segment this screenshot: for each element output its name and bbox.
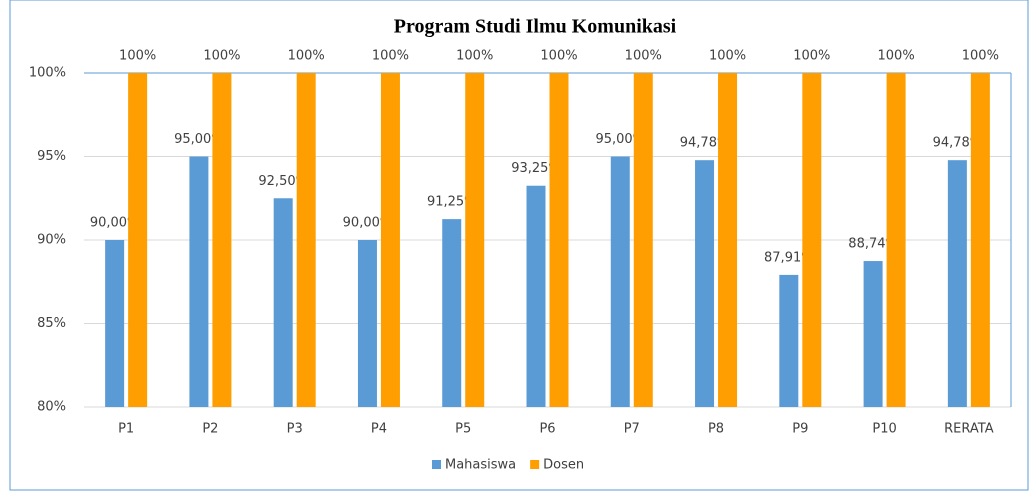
x-tick-label: P6 (539, 422, 555, 437)
bar (296, 73, 316, 407)
data-label: 100% (793, 49, 830, 64)
data-label: 100% (540, 49, 577, 64)
bar (779, 274, 799, 407)
x-tick-label: P10 (872, 422, 896, 437)
data-label: 100% (288, 49, 325, 64)
data-label: 100% (962, 49, 999, 64)
bar (610, 156, 630, 407)
data-label: 90,00% (343, 216, 393, 231)
bar (802, 73, 822, 407)
x-tick-label: P5 (455, 422, 471, 437)
data-label: 100% (878, 49, 915, 64)
data-label: 95,00% (174, 132, 224, 147)
x-tick-label: P4 (371, 422, 387, 437)
bar (105, 240, 125, 407)
y-tick-label: 85% (37, 316, 66, 331)
bar (442, 219, 462, 407)
data-label: 94,78% (933, 136, 983, 151)
x-tick-label: P7 (624, 422, 640, 437)
y-tick-label: 95% (37, 149, 66, 164)
x-tick-label: P8 (708, 422, 724, 437)
data-label: 95,00% (595, 132, 645, 147)
bar (465, 73, 485, 407)
bar (357, 240, 377, 407)
bar (947, 160, 967, 407)
bar (886, 73, 906, 407)
data-label: 100% (119, 49, 156, 64)
y-tick-label: 90% (37, 233, 66, 248)
data-label: 100% (625, 49, 662, 64)
legend-swatch (530, 460, 540, 469)
x-tick-label: RERATA (944, 422, 994, 437)
x-tick-label: P1 (118, 422, 134, 437)
bar (128, 73, 148, 407)
data-label: 100% (372, 49, 409, 64)
data-label: 90,00% (90, 216, 140, 231)
bar (970, 73, 990, 407)
bar (549, 73, 569, 407)
bar (863, 261, 883, 407)
x-tick-label: P9 (792, 422, 808, 437)
bar (695, 160, 715, 407)
y-tick-label: 80% (37, 400, 66, 415)
legend-label: Mahasiswa (445, 458, 516, 473)
legend-swatch (432, 460, 441, 469)
bar (380, 73, 400, 407)
bar (633, 73, 653, 407)
x-tick-label: P2 (202, 422, 218, 437)
chart-title: Program Studi Ilmu Komunikasi (394, 16, 677, 38)
data-label: 91,25% (427, 195, 477, 210)
data-label: 100% (456, 49, 493, 64)
x-tick-label: P3 (287, 422, 303, 437)
data-label: 100% (203, 49, 240, 64)
data-label: 87,91% (764, 250, 814, 265)
data-label: 94,78% (680, 136, 730, 151)
bar (718, 73, 738, 407)
data-label: 100% (709, 49, 746, 64)
y-tick-label: 100% (29, 66, 66, 81)
bar (189, 156, 209, 407)
data-label: 92,50% (258, 174, 308, 189)
data-label: 88,74% (848, 237, 898, 252)
legend-label: Dosen (543, 458, 584, 473)
bar (273, 198, 293, 407)
chart-frame (9, 0, 1029, 491)
bar (212, 73, 232, 407)
bar (526, 185, 546, 407)
data-label: 93,25% (511, 161, 561, 176)
